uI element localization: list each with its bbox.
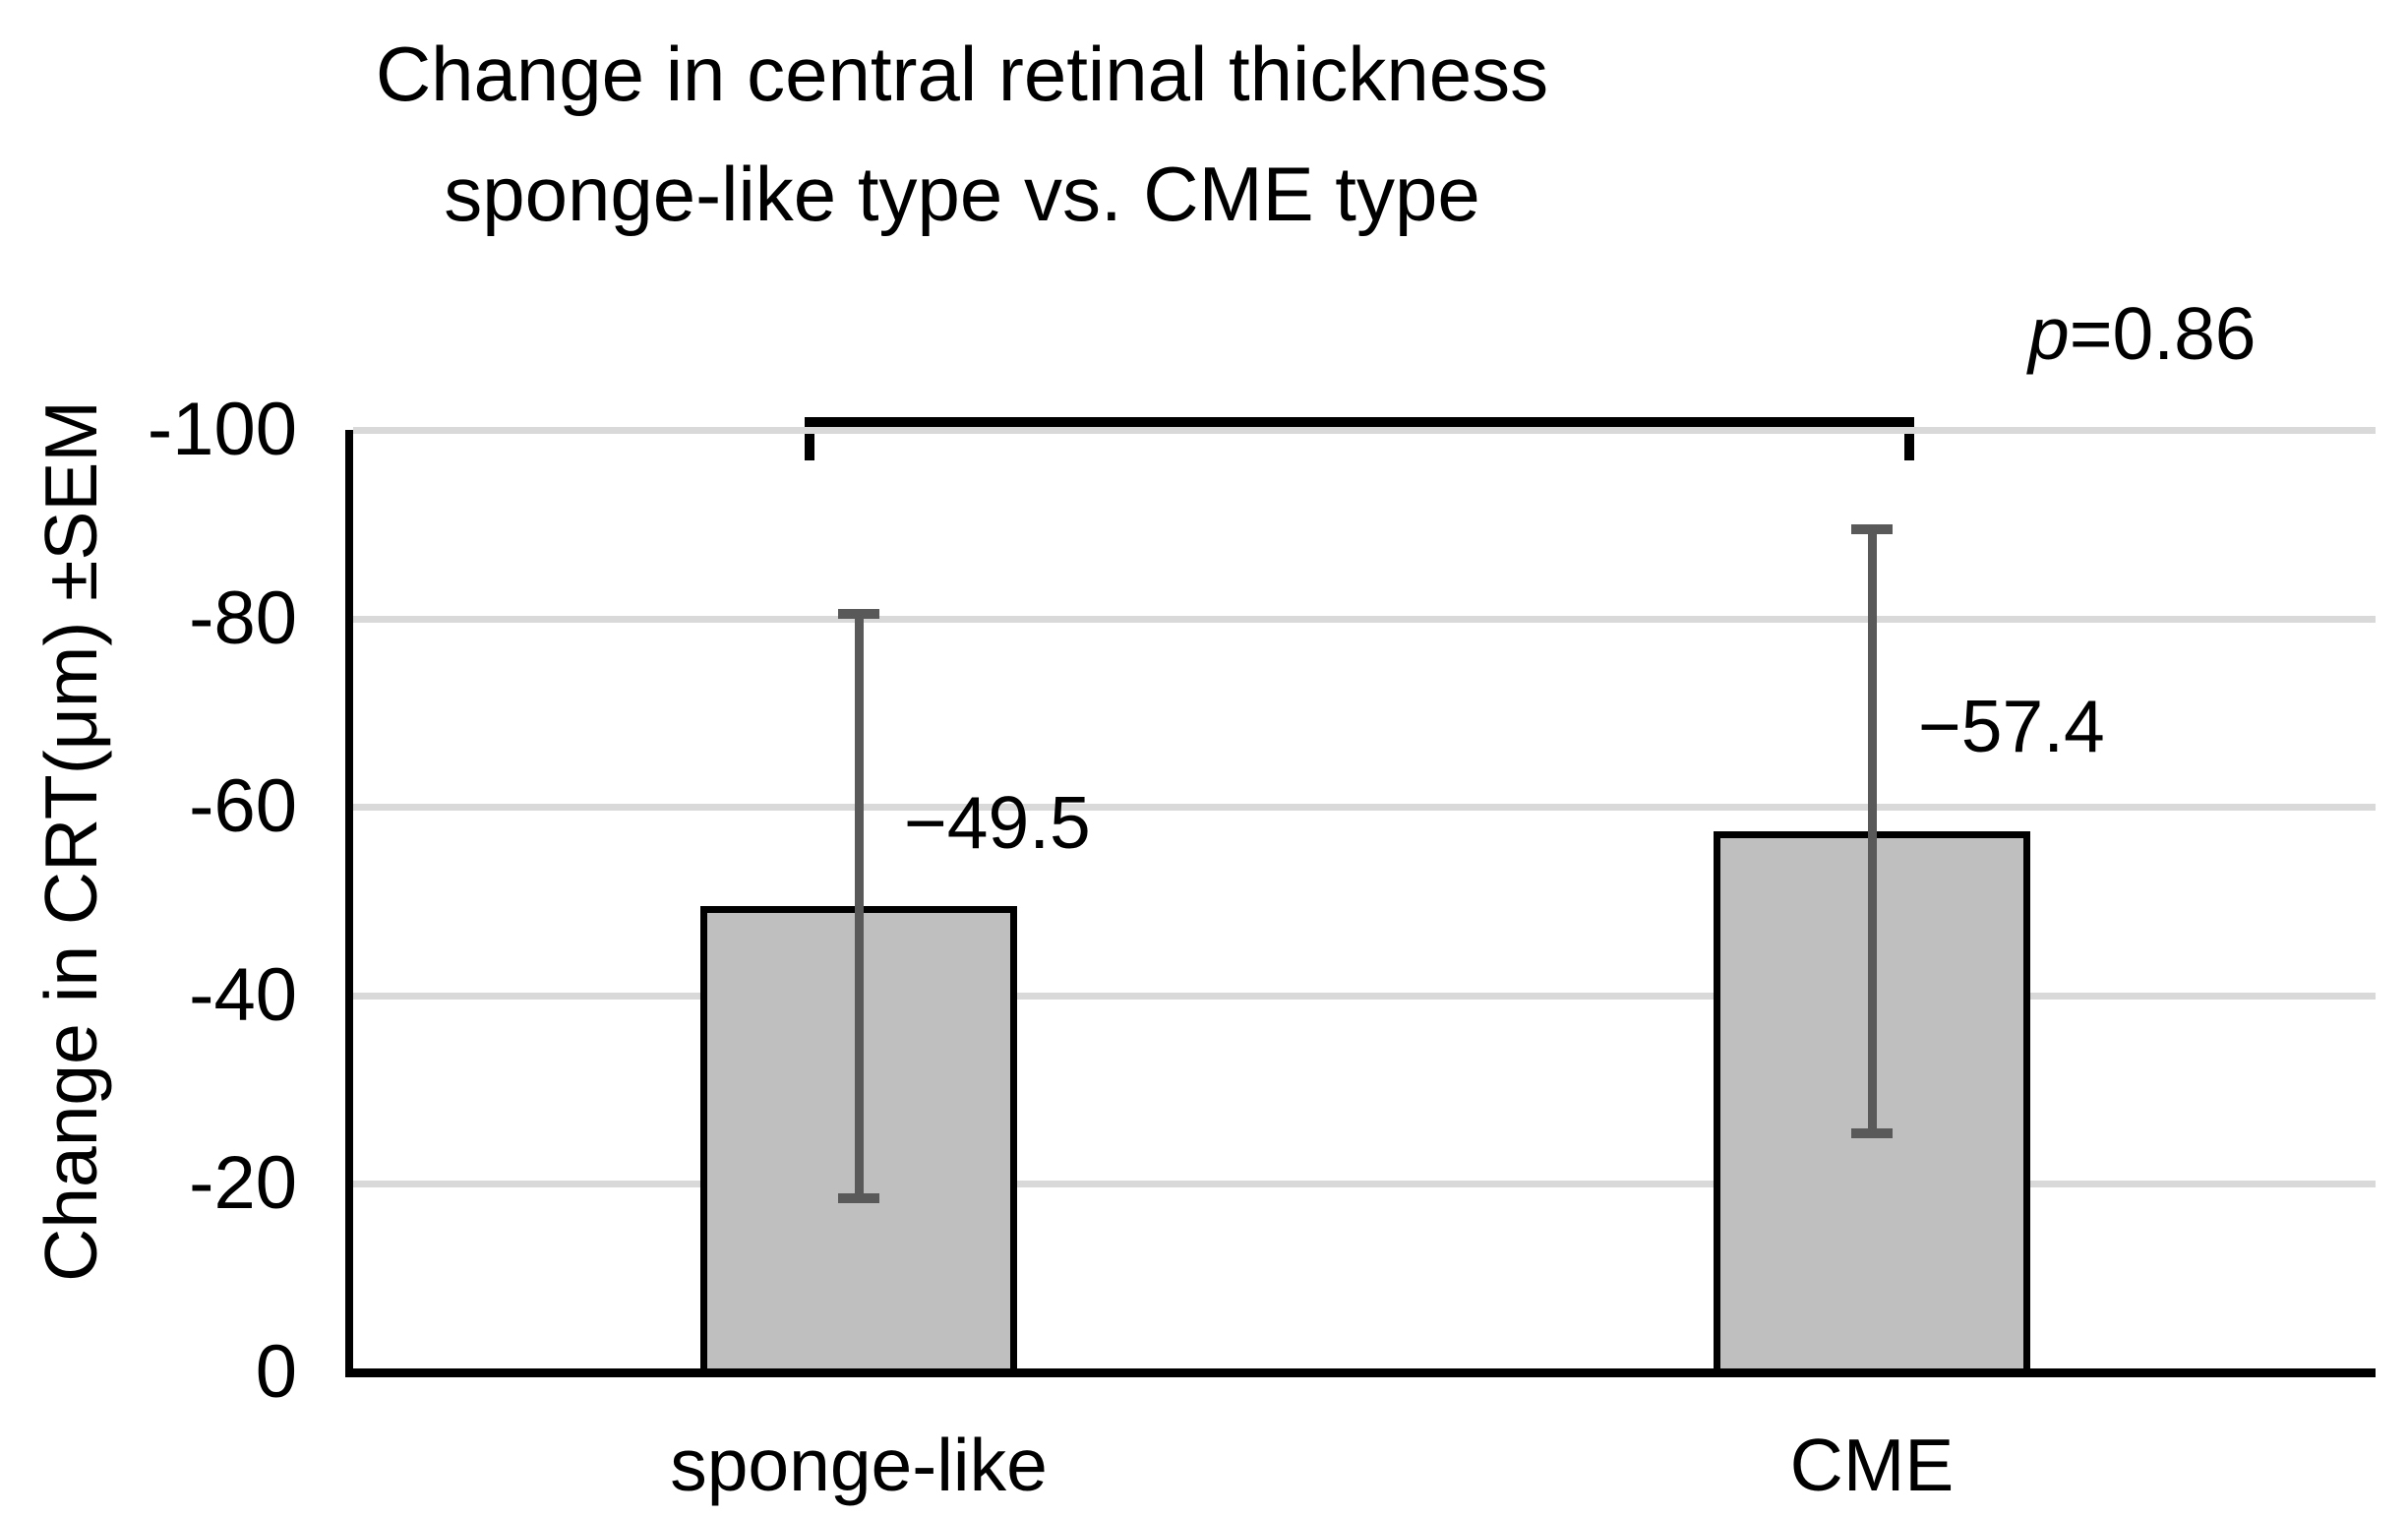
y-tick-label--100: -100 <box>147 388 297 471</box>
p-symbol: p <box>2028 292 2070 375</box>
significance-bracket-left-tick <box>805 417 814 460</box>
y-tick-label--40: -40 <box>189 952 297 1037</box>
y-tick-label-0: 0 <box>255 1330 297 1414</box>
significance-bracket-bar <box>805 417 1914 427</box>
value-label-CME: −57.4 <box>1918 685 2105 768</box>
error-bar-top-cap-CME <box>1851 523 1893 534</box>
y-tick-label--20: -20 <box>189 1141 297 1226</box>
gridline--20 <box>353 1181 2376 1188</box>
x-axis-line <box>345 1368 2376 1377</box>
y-tick-label--80: -80 <box>189 576 297 660</box>
category-label-CME: CME <box>1789 1424 1955 1506</box>
category-label-sponge-like: sponge-like <box>670 1424 1048 1506</box>
gridline--80 <box>353 615 2376 623</box>
value-label-sponge-like: −49.5 <box>904 780 1091 864</box>
error-bar-bottom-cap-sponge-like <box>838 1192 879 1203</box>
gridline--100 <box>353 427 2376 434</box>
chart-title: Change in central retinal thickness spon… <box>273 14 1651 254</box>
p-value-annotation: p=0.86 <box>2028 291 2257 376</box>
error-bar-bottom-cap-CME <box>1851 1128 1893 1139</box>
gridline--60 <box>353 804 2376 812</box>
y-axis-line <box>345 430 353 1372</box>
error-bar-CME <box>1868 523 1877 1139</box>
p-value-text: =0.86 <box>2069 292 2257 375</box>
y-tick-label--60: -60 <box>189 764 297 849</box>
error-bar-top-cap-sponge-like <box>838 609 879 620</box>
significance-bracket-right-tick <box>1904 417 1914 460</box>
chart-title-line2: sponge-like type vs. CME type <box>444 151 1480 237</box>
chart-title-line1: Change in central retinal thickness <box>375 30 1549 117</box>
error-bar-sponge-like <box>855 609 864 1203</box>
gridline--40 <box>353 992 2376 1000</box>
